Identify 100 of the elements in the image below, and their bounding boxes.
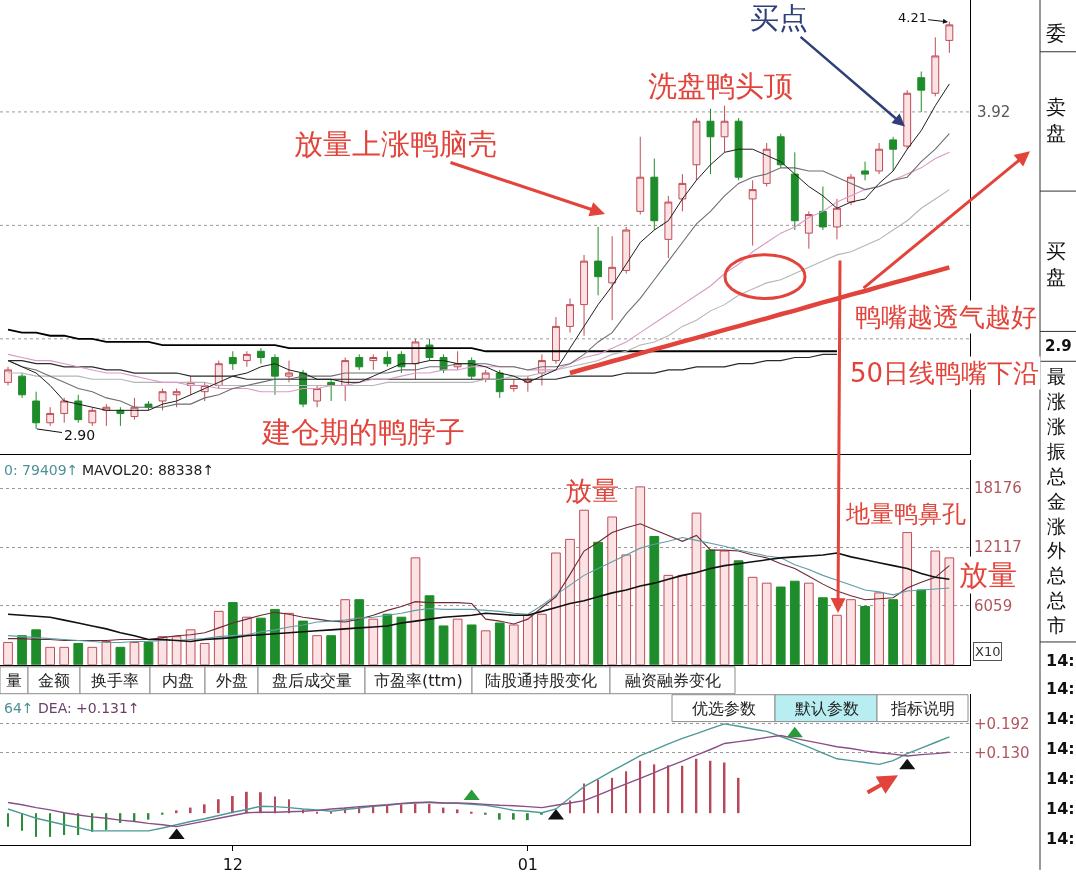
bar [537, 613, 547, 665]
text: 委 [1046, 21, 1066, 45]
candlestick [903, 89, 912, 150]
candlestick [397, 350, 406, 374]
bar [456, 809, 459, 814]
bar [494, 622, 505, 665]
candlestick [818, 186, 827, 231]
candlestick [776, 133, 785, 169]
bar [621, 554, 632, 665]
annotation: 优选参数 [692, 699, 756, 718]
bar [635, 486, 646, 665]
text: 市 [1047, 614, 1066, 636]
text: 金 [1047, 490, 1066, 512]
bar [691, 512, 702, 665]
annotation: 建仓期的鸭脖子 [261, 415, 465, 449]
bar [203, 804, 206, 814]
y-tick-label: +0.130 [974, 744, 1030, 762]
bar [888, 599, 898, 665]
bar [298, 620, 308, 665]
annotation: 放量上涨鸭脑壳 [294, 127, 497, 161]
annotation: 2.90 [64, 427, 96, 443]
text: 总 [1046, 589, 1066, 611]
annotation: 地量鸭鼻孔 [845, 500, 966, 528]
candlestick [242, 350, 251, 368]
annotation: 64↑ [4, 700, 34, 716]
candlestick [369, 353, 378, 371]
bar [611, 777, 614, 814]
bar [583, 783, 585, 814]
text: 换手率 [91, 671, 139, 690]
bar [846, 599, 856, 665]
candlestick [552, 316, 560, 365]
bar [470, 811, 473, 814]
candlestick [664, 195, 673, 259]
annotation: 鸭嘴越透气越好 [855, 302, 1037, 332]
text: 市盈率(ttm) [374, 671, 463, 690]
candlestick [60, 397, 69, 424]
bar [270, 608, 280, 665]
bar [316, 811, 319, 814]
text: 14: [1046, 769, 1075, 788]
candlestick [481, 369, 490, 383]
text: 2.9 [1045, 337, 1072, 355]
y-tick-label: 18176 [974, 479, 1022, 498]
annotation: MAVOL20: 88338↑ [82, 462, 215, 478]
text: 14: [1046, 679, 1075, 698]
candlestick [172, 388, 181, 408]
bar [31, 629, 41, 665]
candlestick [594, 226, 603, 296]
text: 总 [1046, 564, 1066, 586]
annotation: 50日线鸭嘴下沿 [850, 358, 1040, 388]
text: 外盘 [216, 671, 248, 690]
candlestick [566, 297, 574, 334]
bar [607, 516, 618, 665]
candlestick [650, 158, 659, 231]
candlestick [861, 161, 869, 181]
candlestick [762, 142, 771, 188]
bar [705, 549, 716, 665]
bar [452, 618, 463, 665]
bar [7, 813, 9, 827]
text: 14: [1046, 829, 1075, 848]
bar [368, 618, 379, 665]
bar [526, 813, 529, 821]
bar [551, 552, 561, 665]
candlestick [931, 36, 940, 97]
bar [508, 624, 519, 665]
bar [73, 642, 84, 665]
bar [217, 799, 220, 814]
bar [87, 646, 98, 665]
candlestick [355, 353, 364, 371]
text: 量 [6, 671, 22, 690]
x-tick-label: 12 [222, 855, 243, 874]
text: 内盘 [162, 671, 194, 690]
bar [916, 589, 927, 665]
bar [484, 812, 487, 815]
annotation: DEA: +0.131↑ [38, 700, 140, 716]
bar [259, 792, 262, 814]
bar [199, 642, 210, 665]
bar [396, 616, 407, 665]
text: 涨 [1047, 415, 1066, 437]
annotation: 默认参数 [794, 699, 859, 718]
bar [803, 582, 814, 665]
y-axis-title: X10 [975, 644, 1001, 659]
candlestick [285, 360, 293, 383]
bar [49, 813, 52, 837]
bar [59, 646, 70, 665]
bar [480, 630, 491, 665]
bar [101, 641, 112, 665]
x-tick-label: 01 [517, 855, 539, 874]
line-series [7, 552, 951, 643]
bar [438, 625, 449, 665]
candlestick [74, 394, 83, 424]
annotation: 0: 79409↑ [4, 462, 79, 478]
candlestick [32, 391, 41, 430]
text: 14: [1046, 799, 1075, 818]
bar [284, 612, 294, 665]
candlestick [608, 235, 617, 321]
bar [424, 595, 435, 665]
bar [382, 613, 393, 665]
text: 融资融券变化 [625, 671, 721, 690]
bar [930, 550, 941, 665]
bar [719, 550, 730, 665]
